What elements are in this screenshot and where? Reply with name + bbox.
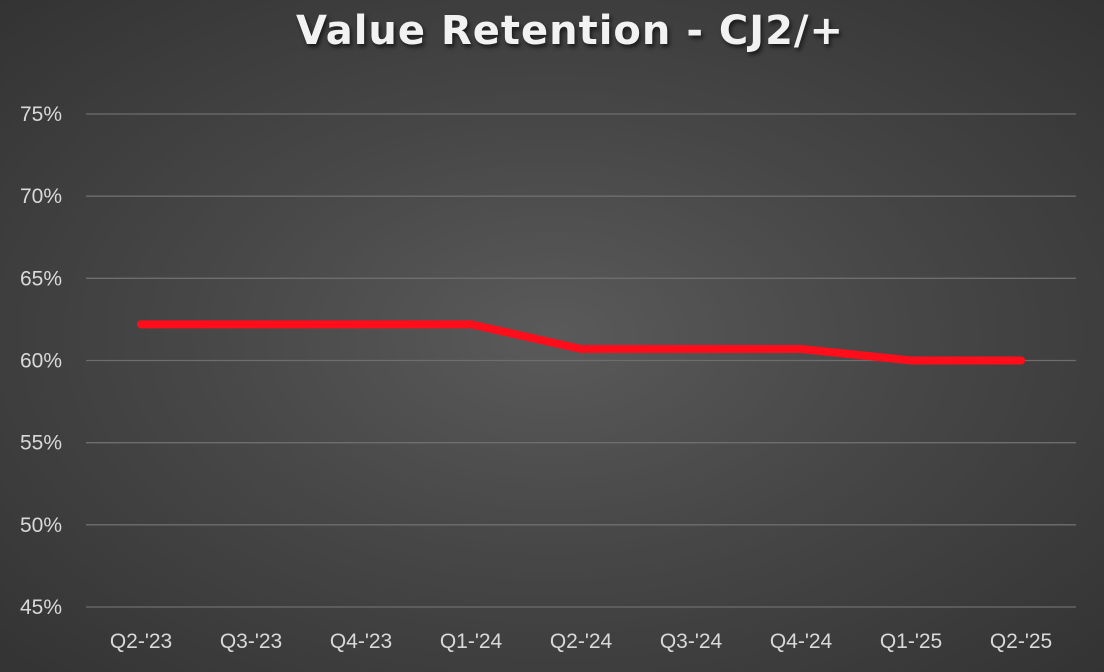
chart-title: Value Retention - CJ2/+ xyxy=(295,8,845,54)
y-axis: 45% 50% 55% 60% 65% 70% 75% xyxy=(20,103,62,619)
x-tick-label: Q1-'24 xyxy=(440,630,503,653)
series xyxy=(137,320,1025,365)
x-tick-label: Q3-'23 xyxy=(220,630,282,653)
x-tick-label: Q1-'25 xyxy=(880,630,942,653)
y-tick-label: 50% xyxy=(20,514,62,537)
x-axis: Q2-'23 Q3-'23 Q4-'23 Q1-'24 Q2-'24 Q3-'24 Q4-'… xyxy=(110,630,1052,653)
x-tick-label: Q4-'23 xyxy=(330,630,392,653)
x-tick-label: Q2-'24 xyxy=(550,630,613,653)
x-tick-label: Q2-'23 xyxy=(110,630,172,653)
y-tick-label: 70% xyxy=(20,185,62,208)
x-tick-label: Q3-'24 xyxy=(660,630,723,653)
y-tick-label: 60% xyxy=(20,350,62,373)
series-line xyxy=(137,320,1025,365)
x-tick-label: Q2-'25 xyxy=(990,630,1052,653)
y-tick-label: 75% xyxy=(20,103,62,126)
y-tick-label: 45% xyxy=(20,596,62,619)
y-tick-label: 55% xyxy=(20,432,62,455)
gridlines xyxy=(86,113,1076,608)
y-tick-label: 65% xyxy=(20,267,62,290)
x-tick-label: Q4-'24 xyxy=(770,630,833,653)
